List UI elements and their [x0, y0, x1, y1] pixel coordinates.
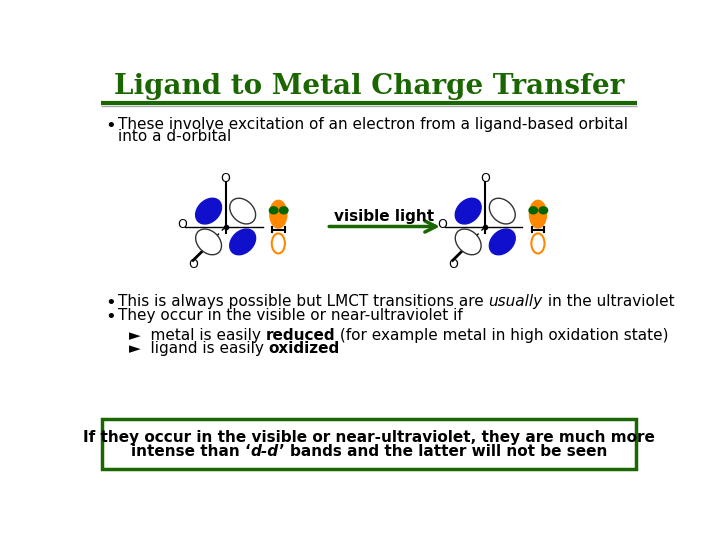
Ellipse shape	[269, 207, 278, 214]
Ellipse shape	[490, 229, 516, 255]
Text: into a d-orbital: into a d-orbital	[118, 130, 231, 145]
Text: in the ultraviolet: in the ultraviolet	[543, 294, 674, 309]
Text: •: •	[106, 294, 116, 312]
Ellipse shape	[531, 233, 544, 253]
Text: These involve excitation of an electron from a ligand-based orbital: These involve excitation of an electron …	[118, 117, 628, 132]
Text: ’ bands and the latter will not be seen: ’ bands and the latter will not be seen	[279, 444, 607, 458]
Text: reduced: reduced	[266, 328, 335, 343]
Ellipse shape	[529, 200, 546, 228]
Text: O: O	[437, 219, 447, 232]
Text: oxidized: oxidized	[269, 341, 340, 356]
Text: They occur in the visible or near-ultraviolet if: They occur in the visible or near-ultrav…	[118, 308, 463, 323]
Ellipse shape	[455, 229, 481, 255]
Ellipse shape	[270, 200, 287, 228]
Text: •: •	[106, 117, 116, 135]
Text: usually: usually	[489, 294, 543, 309]
Ellipse shape	[455, 198, 481, 224]
Text: O: O	[480, 172, 490, 185]
Ellipse shape	[529, 207, 538, 214]
Text: visible light: visible light	[334, 209, 435, 224]
Ellipse shape	[196, 229, 222, 255]
Text: O: O	[188, 259, 198, 272]
Ellipse shape	[230, 229, 256, 255]
Text: This is always possible but LMCT transitions are: This is always possible but LMCT transit…	[118, 294, 489, 309]
Text: O: O	[448, 259, 458, 272]
Ellipse shape	[490, 198, 516, 224]
Ellipse shape	[196, 198, 222, 224]
Text: ►  metal is easily: ► metal is easily	[129, 328, 266, 343]
Text: (for example metal in high oxidation state): (for example metal in high oxidation sta…	[335, 328, 669, 343]
Text: d-d: d-d	[251, 444, 279, 458]
Ellipse shape	[279, 207, 288, 214]
Text: O: O	[221, 172, 230, 185]
Text: ►  ligand is easily: ► ligand is easily	[129, 341, 269, 356]
Text: O: O	[177, 219, 187, 232]
Ellipse shape	[271, 233, 285, 253]
Text: If they occur in the visible or near-ultraviolet, they are much more: If they occur in the visible or near-ult…	[83, 430, 655, 445]
Ellipse shape	[230, 198, 256, 224]
Text: intense than ‘: intense than ‘	[131, 444, 251, 458]
FancyBboxPatch shape	[102, 419, 636, 469]
Text: Ligand to Metal Charge Transfer: Ligand to Metal Charge Transfer	[114, 73, 624, 100]
Ellipse shape	[539, 207, 548, 214]
Text: •: •	[106, 308, 116, 326]
